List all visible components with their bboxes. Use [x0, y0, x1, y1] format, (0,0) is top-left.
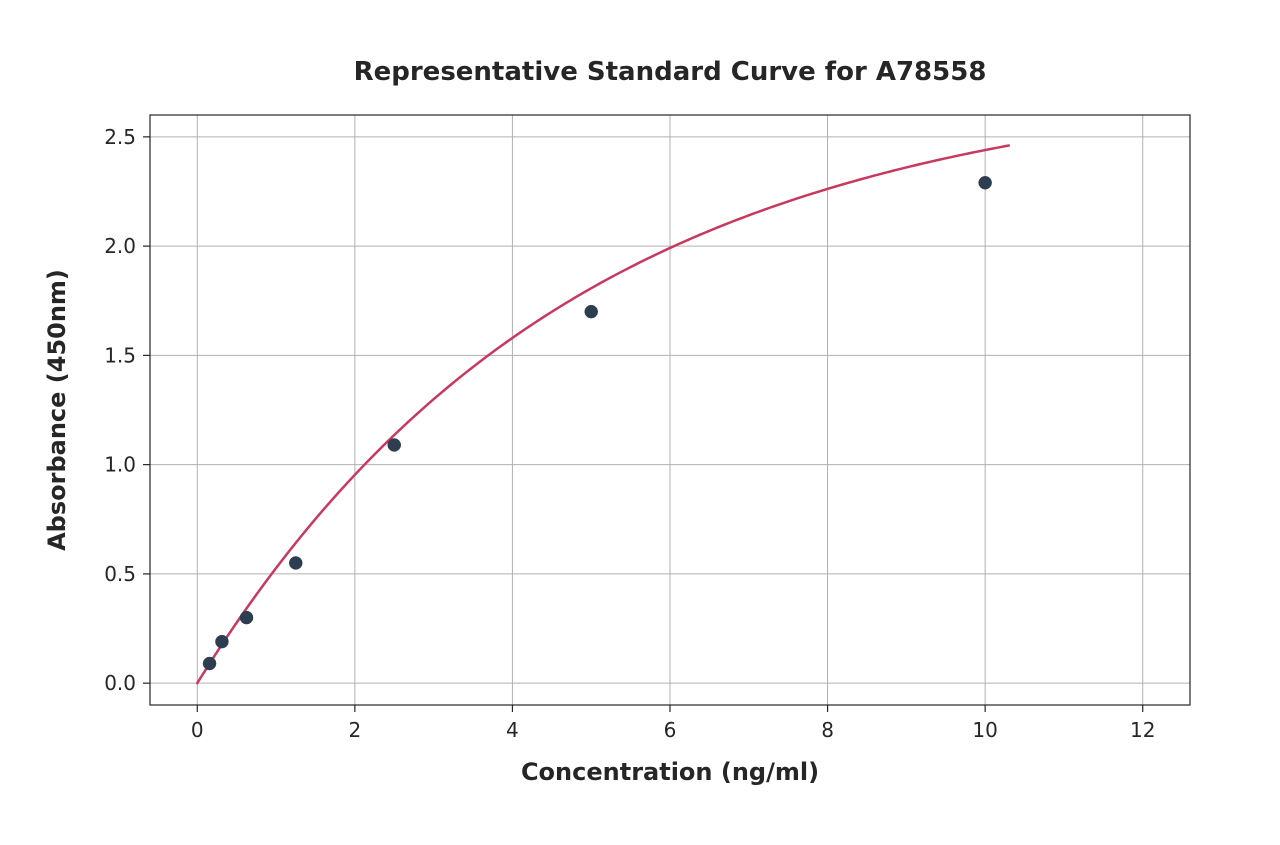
data-point: [388, 438, 401, 451]
x-tick-label: 12: [1130, 718, 1155, 742]
data-point: [203, 657, 216, 670]
chart-container: 0 2 4 6 8 10 12 0.0 0.5 1.0 1.5 2.0 2.5 Representat…: [0, 0, 1280, 845]
x-axis-label: Concentration (ng/ml): [521, 758, 819, 786]
x-tick-label: 0: [191, 718, 204, 742]
x-tick-label: 10: [972, 718, 997, 742]
data-point: [240, 611, 253, 624]
data-point: [215, 635, 228, 648]
y-tick-label: 0.0: [104, 671, 136, 695]
y-tick-label: 2.0: [104, 234, 136, 258]
data-point: [979, 176, 992, 189]
chart-title: Representative Standard Curve for A78558: [354, 57, 987, 87]
x-axis-ticks: 0 2 4 6 8 10 12: [191, 705, 1156, 742]
y-tick-label: 2.5: [104, 125, 136, 149]
x-tick-label: 8: [821, 718, 834, 742]
x-tick-label: 2: [348, 718, 361, 742]
x-tick-label: 4: [506, 718, 519, 742]
data-point: [585, 305, 598, 318]
y-tick-label: 0.5: [104, 562, 136, 586]
data-point: [289, 556, 302, 569]
y-axis-ticks: 0.0 0.5 1.0 1.5 2.0 2.5: [104, 125, 150, 695]
y-tick-label: 1.0: [104, 453, 136, 477]
standard-curve-chart: 0 2 4 6 8 10 12 0.0 0.5 1.0 1.5 2.0 2.5 Representat…: [0, 0, 1280, 845]
y-tick-label: 1.5: [104, 343, 136, 367]
x-tick-label: 6: [664, 718, 677, 742]
y-axis-label: Absorbance (450nm): [43, 269, 71, 551]
